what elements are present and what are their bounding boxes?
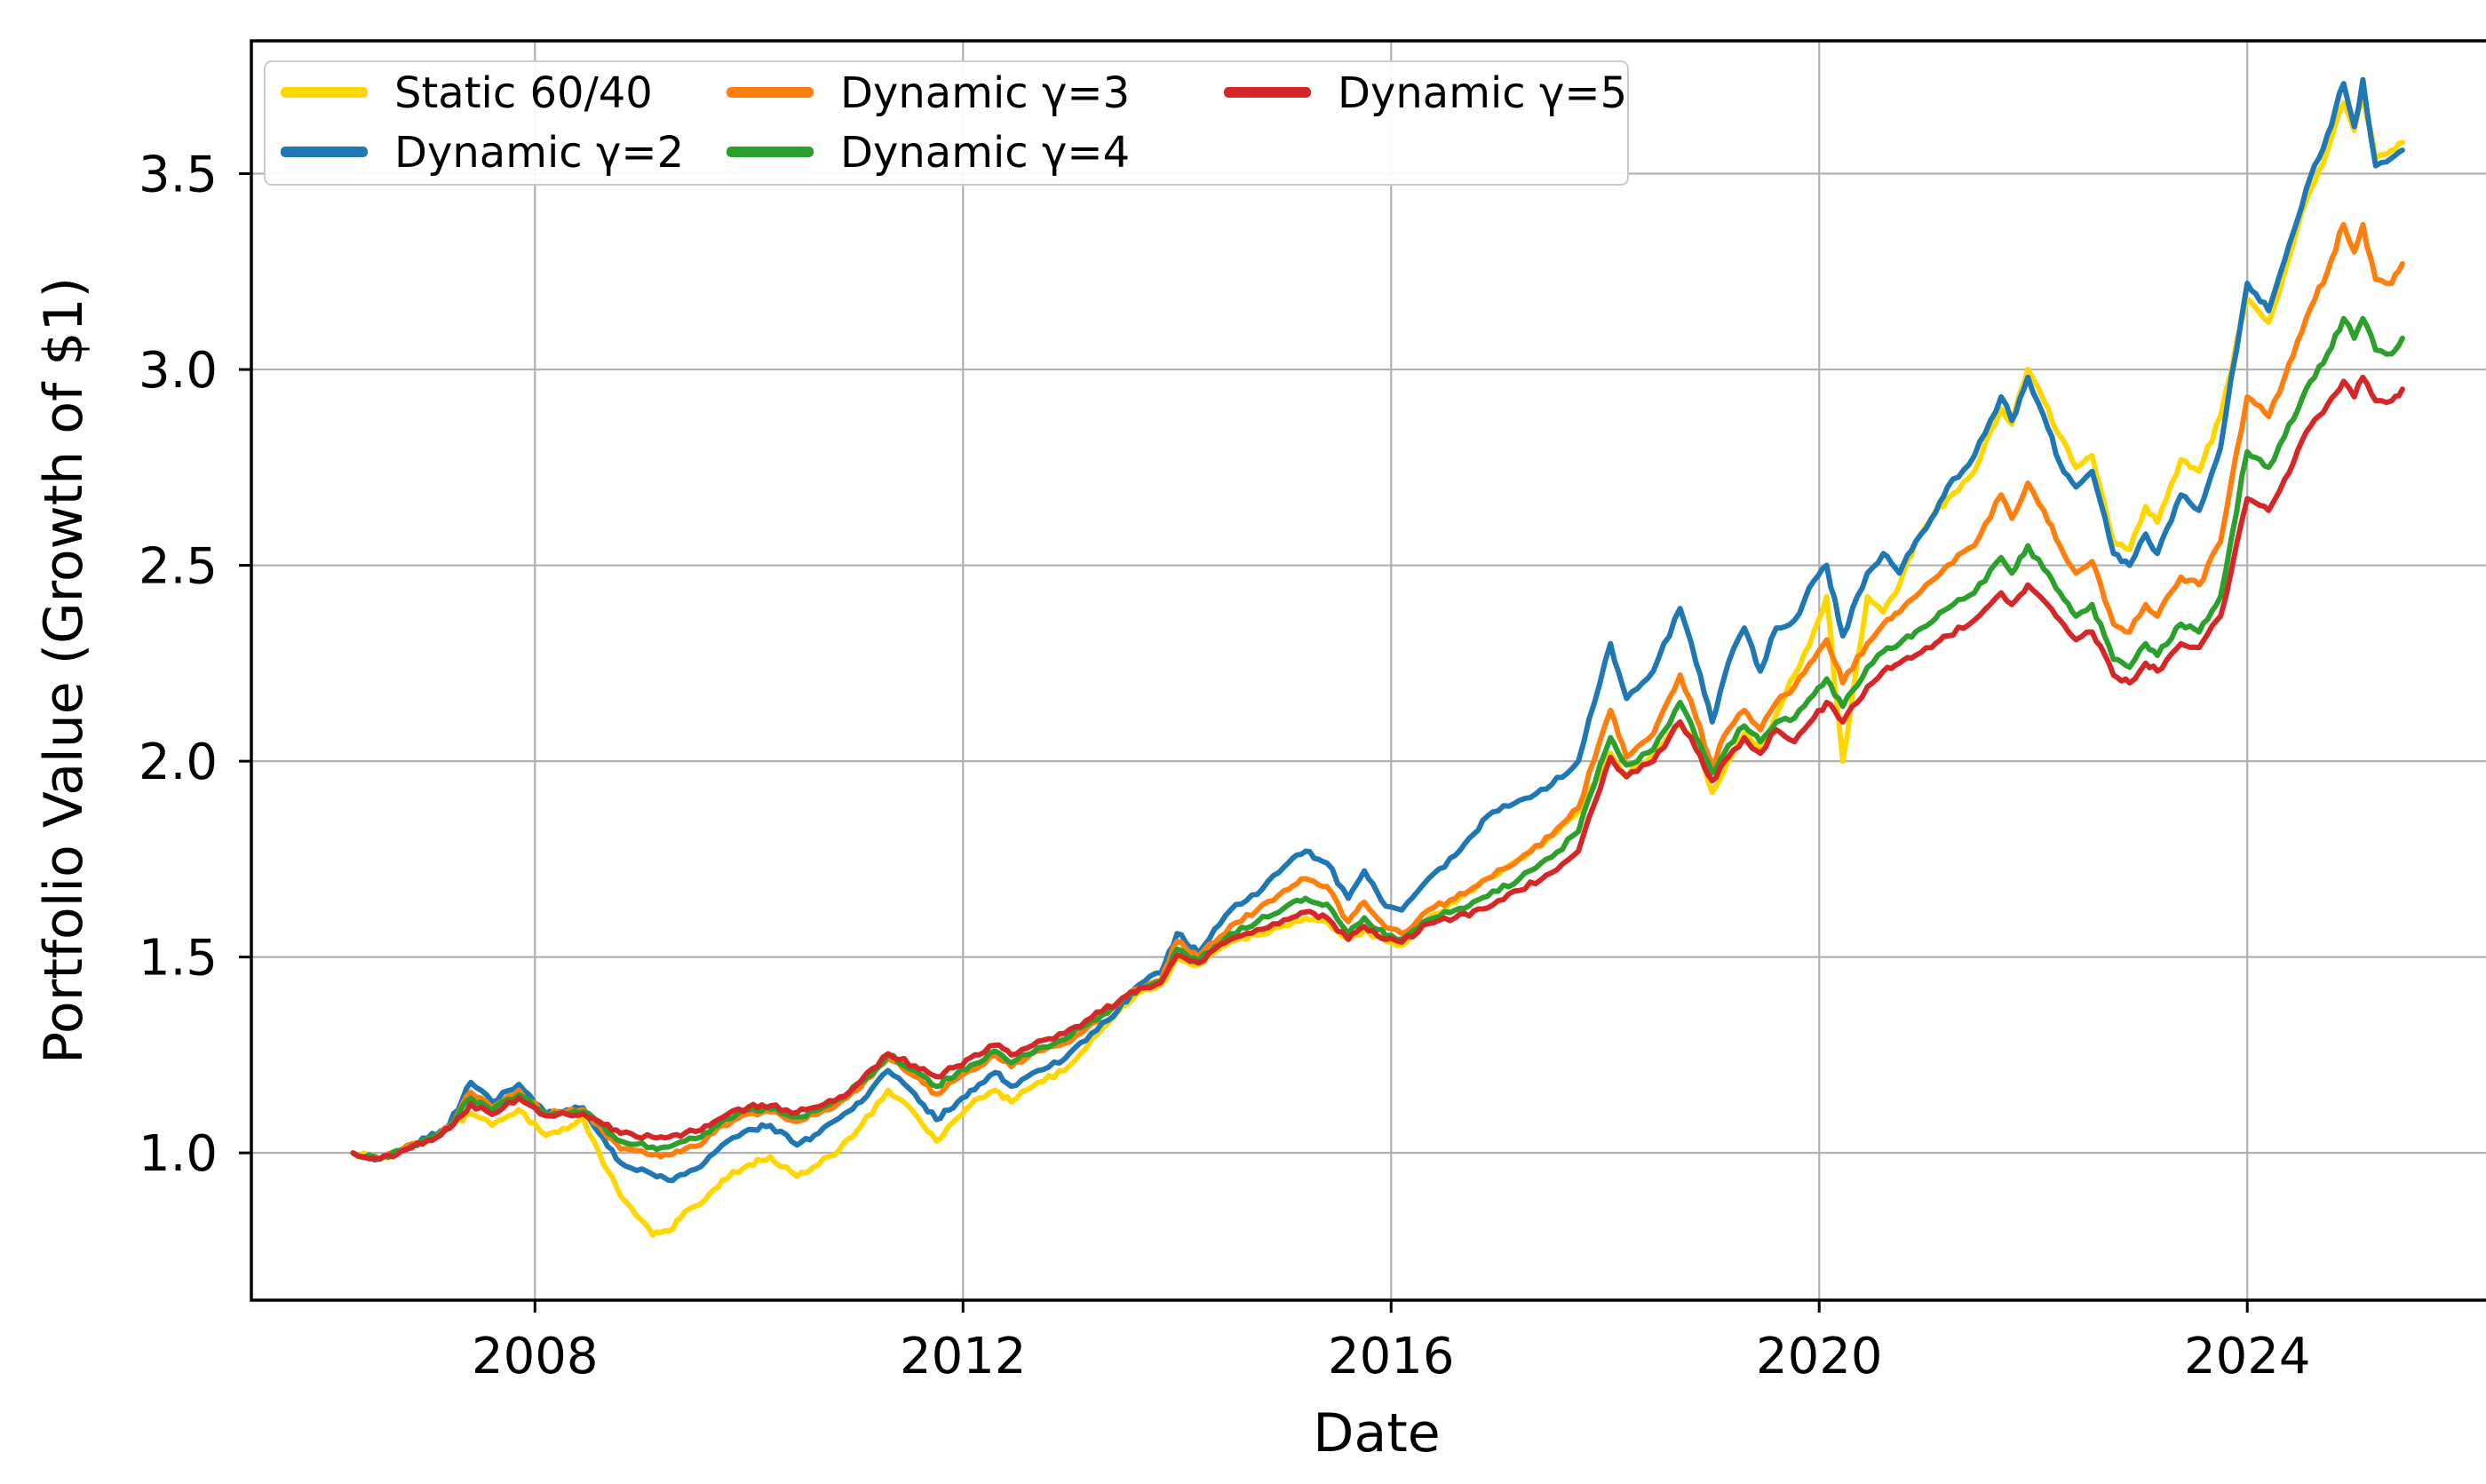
- legend-swatch-dynamic-3: [727, 87, 814, 98]
- plot-border: [250, 39, 2486, 1302]
- legend-label-dynamic-5: Dynamic γ=5: [1338, 68, 1627, 118]
- x-tick-label-2012: 2012: [900, 1328, 1027, 1385]
- legend-label-dynamic-4: Dynamic γ=4: [840, 128, 1130, 178]
- legend-label-dynamic-2: Dynamic γ=2: [394, 128, 684, 178]
- y-tick-label-2.5: 2.5: [139, 538, 218, 596]
- legend-label-dynamic-3: Dynamic γ=3: [840, 68, 1130, 118]
- legend-label-static-60-40: Static 60/40: [394, 68, 653, 118]
- x-tick-label-2024: 2024: [2184, 1328, 2311, 1385]
- x-tick-label-2020: 2020: [1756, 1328, 1883, 1385]
- y-axis-label: Portfolio Value (Growth of $1): [36, 277, 95, 1064]
- y-tick-label-3.0: 3.0: [139, 342, 218, 400]
- y-tick-label-1.0: 1.0: [139, 1125, 218, 1183]
- portfolio-value-chart: 2008 2012 2016 2020 2024 1.0 1.5 2.0 2.5 3.0 3.5 S…: [36, 39, 2486, 1464]
- series-line-dynamic-4: [350, 315, 2405, 1163]
- axes-layer: 2008 2012 2016 2020 2024 1.0 1.5 2.0 2.5 3.0 3.5: [139, 39, 2486, 1385]
- legend: Static 60/40 Dynamic γ=2 Dynamic γ=3 Dynami…: [264, 60, 1629, 186]
- y-tick-label-2.0: 2.0: [139, 734, 218, 791]
- legend-swatch-dynamic-5: [1224, 87, 1311, 98]
- legend-swatch-dynamic-2: [281, 147, 368, 157]
- y-tick-label-1.5: 1.5: [139, 930, 218, 988]
- y-tick-label-3.5: 3.5: [139, 147, 218, 204]
- figure: 2008 2012 2016 2020 2024 1.0 1.5 2.0 2.5 3.0 3.5 S…: [36, 14, 2486, 1470]
- legend-swatch-dynamic-4: [727, 147, 814, 157]
- series-layer: [350, 76, 2405, 1238]
- legend-swatch-static-60-40: [281, 87, 368, 98]
- series-line-dynamic-2: [350, 76, 2405, 1184]
- x-tick-label-2008: 2008: [472, 1328, 599, 1385]
- x-tick-label-2016: 2016: [1328, 1328, 1455, 1385]
- series-line-dynamic-5: [350, 374, 2405, 1163]
- series-line-static-60-40: [350, 92, 2405, 1238]
- series-line-dynamic-3: [350, 221, 2405, 1162]
- x-axis-label: Date: [1313, 1402, 1440, 1464]
